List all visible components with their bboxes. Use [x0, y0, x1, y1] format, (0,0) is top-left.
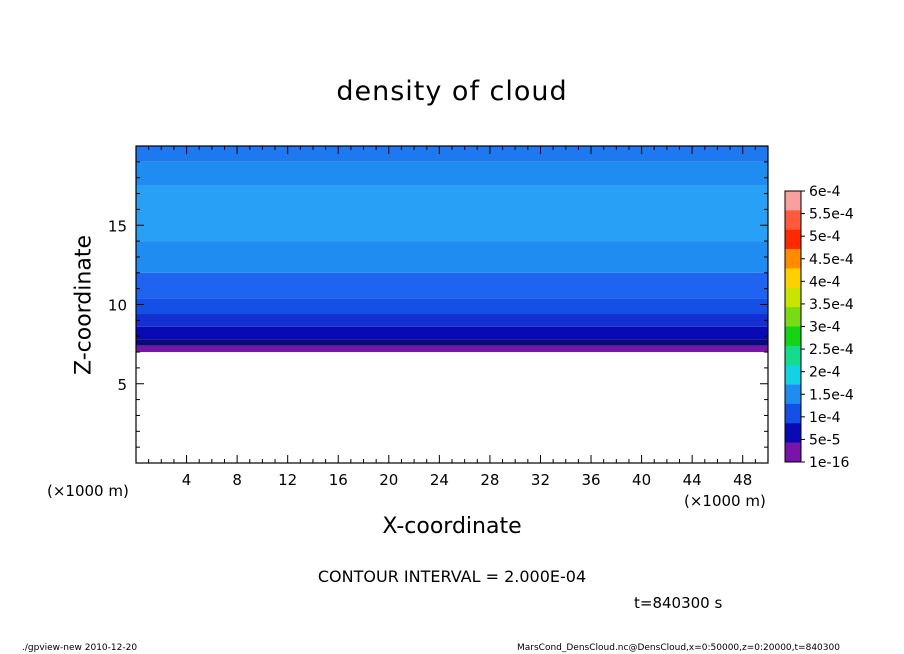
x-tick-label: 24: [430, 471, 449, 489]
x-tick-label: 48: [733, 471, 752, 489]
colorbar-label: 5.5e-4: [809, 207, 854, 223]
colorbar-label: 5e-4: [809, 229, 841, 245]
colorbar-swatch: [785, 307, 801, 327]
colorbar-swatch: [785, 249, 801, 269]
colorbar-swatch: [785, 403, 801, 424]
x-tick-label: 44: [683, 471, 702, 489]
colorbar-label: 1e-4: [809, 410, 841, 426]
footer-left: ./gpview-new 2010-12-20: [22, 643, 138, 653]
colorbar-swatch: [785, 210, 801, 231]
colorbar-swatch: [785, 326, 801, 347]
colorbar-swatch: [785, 423, 801, 443]
field-band-5: [136, 272, 768, 299]
y-tick-label: 15: [108, 217, 127, 235]
x-axis-unit-right: (×1000 m): [684, 492, 766, 510]
y-tick-label: 5: [117, 376, 127, 394]
field-band-8: [136, 161, 768, 186]
contour-interval: CONTOUR INTERVAL = 2.000E-04: [317, 567, 587, 586]
colorbar-swatch: [785, 268, 801, 289]
colorbar-swatch: [785, 442, 801, 463]
colorbar-label: 2.5e-4: [809, 342, 854, 358]
colorbar-label: 2e-4: [809, 365, 841, 381]
x-axis-label: X-coordinate: [382, 514, 522, 539]
colorbar-label: 3e-4: [809, 320, 841, 336]
field-band-1: [136, 339, 768, 346]
colorbar-swatch: [785, 229, 801, 250]
colorbar-swatch: [785, 191, 801, 211]
field-band-6: [136, 241, 768, 273]
colorbar-label: 3.5e-4: [809, 297, 854, 313]
x-tick-label: 28: [480, 471, 499, 489]
chart-title: density of cloud: [336, 76, 568, 107]
x-tick-label: 8: [232, 471, 242, 489]
time-label: t=840300 s: [634, 594, 723, 612]
colorbar-swatch: [785, 287, 801, 308]
colorbar-label: 6e-4: [809, 184, 841, 200]
colorbar-label: 1e-16: [809, 455, 849, 471]
y-tick-label: 10: [108, 297, 127, 315]
x-tick-label: 36: [581, 471, 600, 489]
x-tick-label: 4: [182, 471, 192, 489]
colorbar-swatch: [785, 365, 801, 385]
x-tick-label: 20: [379, 471, 398, 489]
x-tick-label: 40: [632, 471, 651, 489]
field-band-3: [136, 314, 768, 327]
colorbar-label: 4.5e-4: [809, 252, 854, 268]
colorbar-label: 5e-5: [809, 432, 840, 448]
field-band-9: [136, 146, 768, 162]
x-tick-label: 16: [329, 471, 348, 489]
x-tick-label: 32: [531, 471, 550, 489]
colorbar-swatch: [785, 345, 801, 366]
colorbar-swatch: [785, 384, 801, 405]
field-band-2: [136, 326, 768, 340]
field-band-4: [136, 298, 768, 315]
footer-right: MarsCond_DensCloud.nc@DensCloud,x=0:5000…: [517, 643, 840, 653]
x-tick-label: 12: [278, 471, 297, 489]
field-band-7: [136, 185, 768, 242]
colorbar-label: 4e-4: [809, 274, 841, 290]
colorbar-label: 1.5e-4: [809, 387, 854, 403]
x-axis-unit-left: (×1000 m): [47, 482, 129, 500]
field-band-0: [136, 345, 768, 353]
